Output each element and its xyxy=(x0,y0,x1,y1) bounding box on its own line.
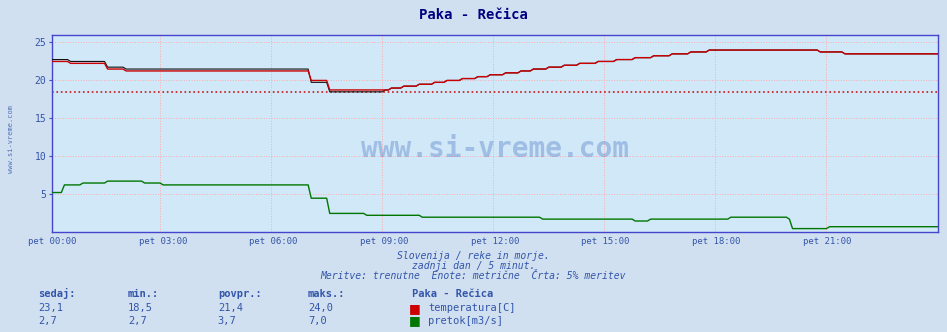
Text: 3,7: 3,7 xyxy=(218,316,237,326)
Text: 21,4: 21,4 xyxy=(218,303,242,313)
Text: maks.:: maks.: xyxy=(308,289,346,299)
Text: Paka - Rečica: Paka - Rečica xyxy=(420,8,527,22)
Text: pet 12:00: pet 12:00 xyxy=(471,237,519,246)
Text: 23,1: 23,1 xyxy=(38,303,63,313)
Text: 7,0: 7,0 xyxy=(308,316,327,326)
Text: zadnji dan / 5 minut.: zadnji dan / 5 minut. xyxy=(412,261,535,271)
Text: pretok[m3/s]: pretok[m3/s] xyxy=(428,316,503,326)
Text: pet 18:00: pet 18:00 xyxy=(692,237,741,246)
Text: ■: ■ xyxy=(409,302,420,315)
Text: pet 06:00: pet 06:00 xyxy=(249,237,297,246)
Text: pet 09:00: pet 09:00 xyxy=(360,237,408,246)
Text: sedaj:: sedaj: xyxy=(38,288,76,299)
Text: ■: ■ xyxy=(409,314,420,327)
Text: 18,5: 18,5 xyxy=(128,303,152,313)
Text: www.si-vreme.com: www.si-vreme.com xyxy=(8,106,13,173)
Text: Slovenija / reke in morje.: Slovenija / reke in morje. xyxy=(397,251,550,261)
Text: pet 00:00: pet 00:00 xyxy=(27,237,77,246)
Text: 2,7: 2,7 xyxy=(38,316,57,326)
Text: 2,7: 2,7 xyxy=(128,316,147,326)
Text: pet 15:00: pet 15:00 xyxy=(581,237,630,246)
Text: min.:: min.: xyxy=(128,289,159,299)
Text: pet 21:00: pet 21:00 xyxy=(803,237,851,246)
Text: povpr.:: povpr.: xyxy=(218,289,261,299)
Text: Meritve: trenutne  Enote: metrične  Črta: 5% meritev: Meritve: trenutne Enote: metrične Črta: … xyxy=(321,271,626,281)
Text: temperatura[C]: temperatura[C] xyxy=(428,303,515,313)
Text: pet 03:00: pet 03:00 xyxy=(138,237,187,246)
Text: Paka - Rečica: Paka - Rečica xyxy=(412,289,493,299)
Text: 24,0: 24,0 xyxy=(308,303,332,313)
Text: www.si-vreme.com: www.si-vreme.com xyxy=(361,135,629,163)
